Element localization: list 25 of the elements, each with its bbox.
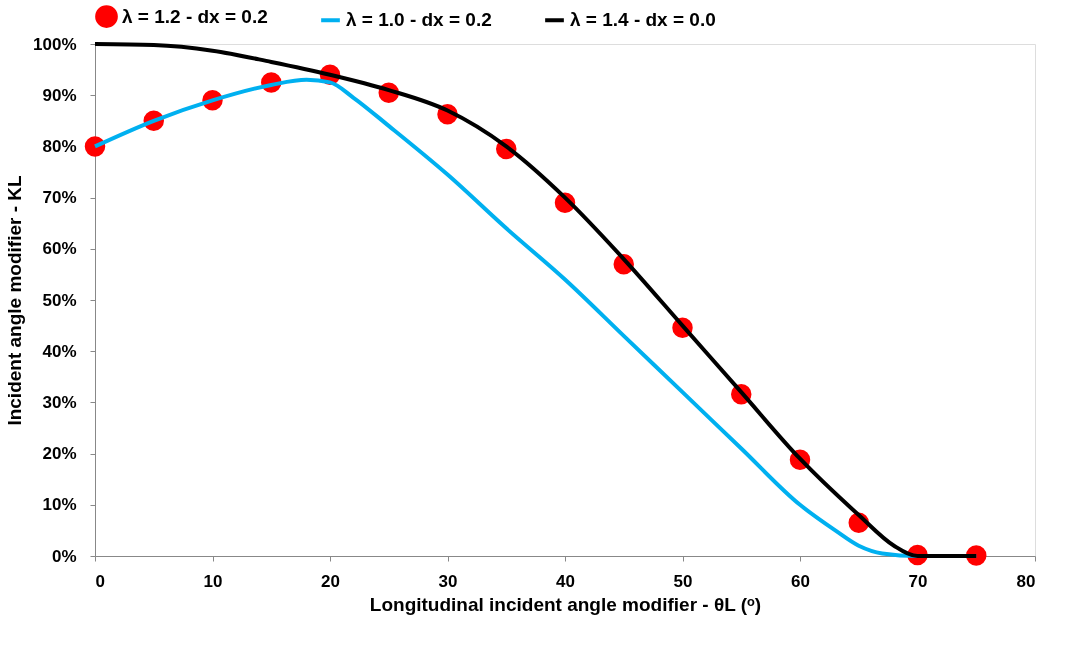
x-tick-label: 70: [908, 571, 928, 591]
y-tick-label: 0%: [51, 546, 77, 566]
legend-label: λ = 1.2 - dx = 0.2: [122, 5, 268, 27]
y-tick-label: 80%: [42, 136, 77, 156]
y-tick-label: 10%: [42, 495, 77, 515]
y-tick-label: 60%: [42, 239, 77, 259]
x-axis-title: Longitudinal incident angle modifier - θL (ᵒ): [369, 593, 762, 615]
x-tick-label: 50: [673, 571, 693, 591]
y-tick-label: 30%: [42, 392, 77, 412]
y-tick-label: 90%: [42, 85, 77, 105]
x-tick-label: 60: [791, 571, 810, 591]
x-tick-label: 40: [556, 571, 575, 591]
y-tick-label: 50%: [42, 290, 77, 310]
y-tick-label: 40%: [42, 341, 77, 361]
y-tick-label: 100%: [33, 34, 77, 54]
x-tick-label: 30: [438, 571, 458, 591]
y-axis-title: Incident angle modifier - KL: [4, 175, 26, 426]
y-tick-label: 20%: [42, 444, 77, 464]
legend-label: λ = 1.0 - dx = 0.2: [346, 9, 492, 31]
x-tick-label: 20: [321, 571, 340, 591]
legend-label: λ = 1.4 - dx = 0.0: [570, 9, 716, 31]
x-tick-label: 10: [203, 571, 223, 591]
x-tick-label: 0: [95, 571, 105, 591]
x-tick-label: 80: [1016, 571, 1036, 591]
y-tick-label: 70%: [42, 188, 77, 208]
